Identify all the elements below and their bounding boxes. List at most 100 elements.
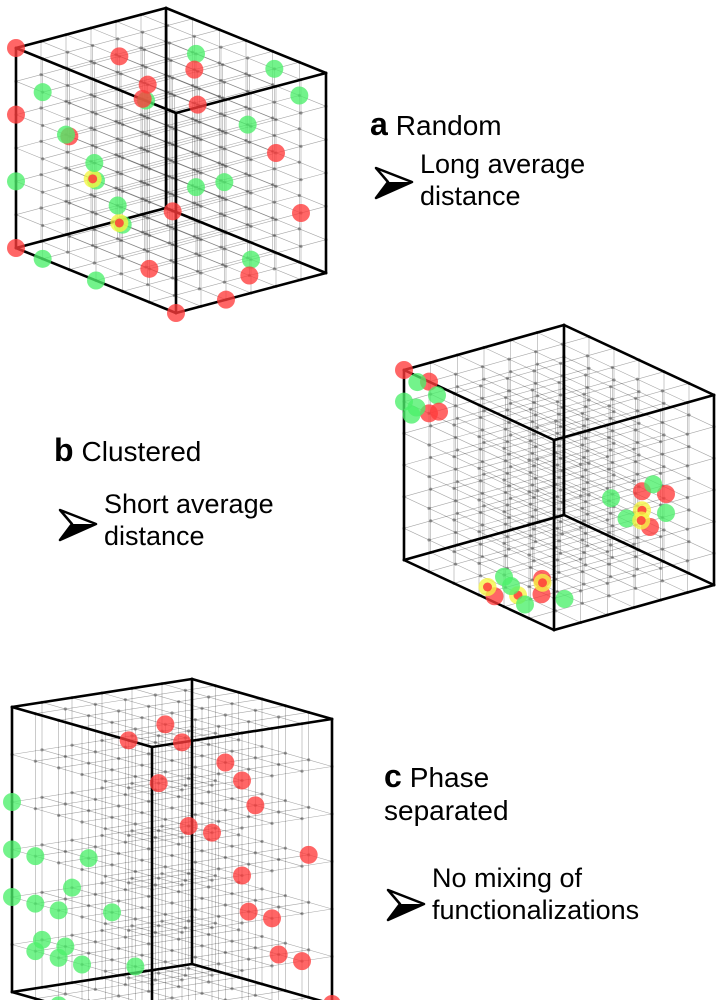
lattice-node bbox=[117, 756, 121, 761]
lattice-node bbox=[194, 85, 198, 89]
lattice-node bbox=[659, 535, 663, 539]
lattice-node bbox=[153, 835, 157, 840]
lattice-node bbox=[454, 530, 458, 535]
lattice-node bbox=[140, 716, 144, 720]
red-particle bbox=[7, 39, 25, 57]
lattice-node bbox=[210, 783, 214, 787]
panel-c-label: c Phase separated bbox=[384, 758, 509, 827]
lattice-node bbox=[140, 858, 144, 862]
lattice-node bbox=[89, 59, 93, 63]
lattice-node bbox=[612, 410, 616, 414]
green-particle bbox=[26, 894, 45, 913]
lattice-node bbox=[535, 362, 539, 366]
lattice-node bbox=[455, 416, 459, 420]
lattice-node bbox=[139, 179, 143, 183]
lattice-node bbox=[247, 862, 251, 866]
red-particle bbox=[156, 715, 175, 734]
green-particle bbox=[3, 888, 21, 906]
cube-edge bbox=[402, 513, 566, 562]
lattice-node bbox=[260, 887, 264, 891]
lattice-node bbox=[133, 869, 137, 874]
lattice-node bbox=[579, 494, 583, 498]
green-particle bbox=[63, 878, 81, 897]
lattice-node bbox=[554, 419, 558, 423]
lattice-node bbox=[66, 183, 70, 188]
lattice-node bbox=[160, 919, 164, 923]
lattice-node bbox=[283, 846, 287, 850]
lattice-node bbox=[183, 878, 187, 882]
lattice-node bbox=[183, 926, 187, 930]
lattice-node bbox=[247, 107, 251, 111]
lattice-node bbox=[200, 944, 204, 948]
lattice-node bbox=[247, 73, 251, 78]
lattice-node bbox=[147, 942, 151, 946]
note-c-line2: functionalizations bbox=[432, 895, 640, 926]
lattice-node bbox=[607, 404, 611, 408]
lattice-node bbox=[222, 247, 226, 251]
lattice-node bbox=[507, 420, 511, 425]
lattice-node bbox=[119, 105, 123, 109]
lattice-node bbox=[141, 197, 145, 201]
lattice-node bbox=[240, 921, 244, 925]
lattice-node bbox=[505, 503, 509, 507]
lattice-node bbox=[299, 178, 303, 182]
lattice-node bbox=[192, 34, 196, 38]
lattice-node bbox=[560, 532, 564, 536]
lattice-node bbox=[477, 561, 481, 565]
lattice-node bbox=[271, 216, 275, 220]
lattice-node bbox=[246, 89, 250, 93]
lattice-node bbox=[632, 542, 636, 546]
red-particle bbox=[657, 485, 675, 503]
lattice-node bbox=[217, 194, 221, 198]
lattice-node bbox=[582, 519, 586, 523]
lattice-node bbox=[117, 946, 121, 951]
lattice-node bbox=[117, 804, 121, 808]
lattice-node bbox=[270, 964, 274, 968]
lattice-node bbox=[530, 483, 534, 487]
lattice-node bbox=[530, 420, 534, 424]
lattice-node bbox=[170, 758, 174, 763]
lattice-node bbox=[224, 264, 228, 268]
lattice-node bbox=[219, 245, 223, 249]
lattice-node bbox=[530, 388, 534, 392]
lattice-node bbox=[532, 464, 536, 468]
lattice-node bbox=[169, 258, 173, 263]
lattice-node bbox=[685, 432, 689, 436]
green-particle bbox=[87, 271, 105, 290]
lattice-node bbox=[477, 530, 481, 534]
lattice-node bbox=[534, 476, 538, 480]
lattice-node bbox=[193, 860, 197, 864]
red-particle bbox=[395, 361, 413, 379]
cube-frame bbox=[402, 323, 716, 632]
red-particle bbox=[233, 771, 251, 790]
lattice-node bbox=[580, 538, 584, 542]
lattice-node bbox=[140, 906, 144, 910]
lattice-node bbox=[117, 994, 121, 998]
lattice-node bbox=[580, 475, 584, 479]
lattice-node bbox=[147, 799, 151, 803]
lattice-node bbox=[480, 555, 484, 559]
lattice-node bbox=[635, 377, 639, 381]
lattice-node bbox=[197, 120, 201, 124]
lattice-node bbox=[192, 201, 196, 205]
lattice-node bbox=[217, 161, 221, 165]
lattice-node bbox=[140, 953, 144, 957]
green-particle bbox=[402, 405, 421, 424]
lattice-node bbox=[157, 829, 161, 833]
lattice-node bbox=[582, 392, 586, 396]
particles bbox=[395, 361, 675, 614]
lattice-node bbox=[119, 238, 123, 243]
lattice-node bbox=[147, 167, 151, 171]
lattice-node bbox=[92, 228, 96, 232]
lattice-node bbox=[283, 941, 287, 945]
lattice-node bbox=[92, 61, 96, 65]
lattice-node bbox=[479, 574, 483, 578]
lattice-node bbox=[221, 263, 225, 267]
lattice-node bbox=[609, 511, 613, 515]
lattice-node bbox=[557, 380, 561, 385]
lattice-node bbox=[685, 527, 689, 531]
lattice-node bbox=[246, 223, 250, 227]
panel-title-c-line1: Phase bbox=[409, 762, 490, 793]
lattice-node bbox=[221, 196, 225, 200]
lattice-node bbox=[270, 774, 274, 778]
